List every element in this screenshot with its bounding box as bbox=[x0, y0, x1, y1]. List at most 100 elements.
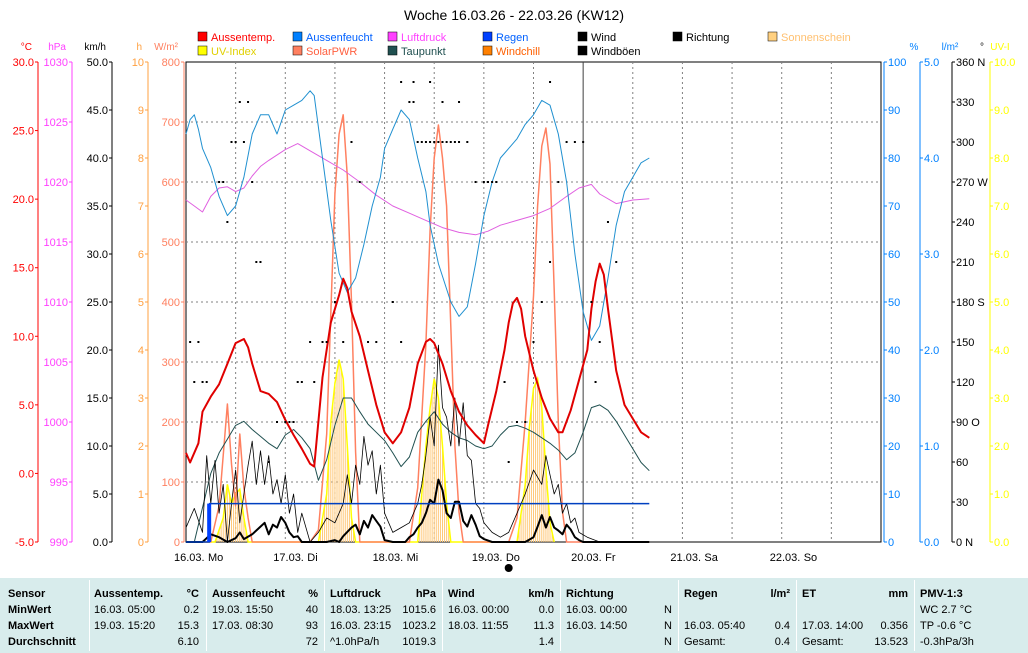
right-axis-tick-label: 3.0 bbox=[924, 249, 939, 261]
temperature-line bbox=[185, 262, 650, 468]
left-axis-tick-label: 1020 bbox=[44, 177, 68, 189]
wind-direction-dot bbox=[292, 421, 295, 423]
legend-label: Windböen bbox=[591, 46, 641, 58]
stats-pressure-min-value: 1015.6 bbox=[402, 604, 436, 616]
legend-label: Aussenfeucht bbox=[306, 32, 373, 44]
stats-humidity-max-time: 17.03. 08:30 bbox=[212, 620, 274, 632]
wind-direction-dot bbox=[296, 381, 299, 383]
stats-rain-max-value: 0.4 bbox=[774, 620, 790, 632]
stats-pmv-windchill: WC 2.7 °C bbox=[920, 604, 973, 616]
left-axis-tick-label: 30.0 bbox=[87, 249, 108, 261]
stats-sensor-header: Sensor bbox=[8, 588, 46, 600]
left-axis-unit: km/h bbox=[84, 42, 106, 53]
legend-swatch bbox=[197, 31, 208, 42]
wind-direction-dot bbox=[342, 341, 345, 343]
wind-direction-dot bbox=[429, 141, 432, 143]
wind-direction-dot bbox=[400, 81, 403, 83]
left-axis-tick-label: 995 bbox=[50, 477, 68, 489]
left-axis-tick-label: 20.0 bbox=[87, 345, 108, 357]
right-axis-tick-label: 0 bbox=[888, 537, 894, 549]
right-axis-tick-label: 0.0 bbox=[994, 537, 1009, 549]
wind-direction-dot bbox=[242, 141, 245, 143]
stats-wind-min-time: 16.03. 00:00 bbox=[448, 604, 510, 616]
stats-wind-min-value: 0.0 bbox=[538, 604, 554, 616]
left-axis-unit: hPa bbox=[48, 42, 66, 53]
wind-direction-dot bbox=[222, 181, 225, 183]
left-axis-unit: °C bbox=[21, 42, 32, 53]
x-tick-label-date: 20.03. bbox=[571, 552, 602, 564]
wind-direction-dot bbox=[540, 301, 543, 303]
left-axis-tick-label: 100 bbox=[162, 477, 180, 489]
legend-swatch bbox=[197, 45, 208, 56]
wind-direction-dot bbox=[466, 141, 469, 143]
right-axis-tick-label: 70 bbox=[888, 201, 900, 213]
stats-direction-max-time: 16.03. 14:50 bbox=[566, 620, 628, 632]
left-axis-tick-label: 10 bbox=[132, 57, 144, 69]
wind-direction-dot bbox=[288, 421, 291, 423]
right-axis-tick-label: 50 bbox=[888, 297, 900, 309]
legend-label: Luftdruck bbox=[401, 32, 447, 44]
x-tick-label-weekday: Di bbox=[307, 552, 317, 564]
wind-direction-dot bbox=[321, 341, 324, 343]
right-axis-tick-label: 40 bbox=[888, 345, 900, 357]
left-axis-tick-label: 25.0 bbox=[87, 297, 108, 309]
sunshine-bars bbox=[216, 359, 553, 542]
stats-pmv-dewpoint: TP -0.6 °C bbox=[920, 620, 972, 632]
stats-et-max-time: 17.03. 14:00 bbox=[802, 620, 864, 632]
right-axis-tick-label: 9.0 bbox=[994, 105, 1009, 117]
wind-direction-dot bbox=[615, 261, 618, 263]
left-axis-tick-label: 600 bbox=[162, 177, 180, 189]
right-axis-tick-label: 2.0 bbox=[924, 345, 939, 357]
stats-et-max-value: 0.356 bbox=[880, 620, 908, 632]
chart-title: Woche 16.03.26 - 22.03.26 (KW12) bbox=[404, 7, 624, 23]
wind-direction-dot bbox=[367, 341, 370, 343]
right-axis-tick-label: 3.0 bbox=[994, 393, 1009, 405]
legend-swatch bbox=[577, 31, 588, 42]
x-tick-label-weekday: Fr bbox=[605, 552, 616, 564]
x-tick-label-date: 22.03. bbox=[770, 552, 801, 564]
right-axis-tick-label: 7.0 bbox=[994, 201, 1009, 213]
stats-pressure-min-time: 18.03. 13:25 bbox=[330, 604, 392, 616]
series bbox=[185, 81, 650, 543]
left-axis-tick-label: 3 bbox=[138, 393, 144, 405]
wind-direction-dot bbox=[486, 181, 489, 183]
left-axis-tick-label: -5.0 bbox=[15, 537, 34, 549]
x-tick-label-weekday: Do bbox=[506, 552, 520, 564]
wind-direction-dot bbox=[590, 301, 593, 303]
dewpoint-line bbox=[186, 397, 650, 543]
left-axis-tick-label: 8 bbox=[138, 153, 144, 165]
legend-label: SolarPWR bbox=[306, 46, 357, 58]
legend-label: Aussentemp. bbox=[211, 32, 275, 44]
wind-direction-dot bbox=[412, 81, 415, 83]
wind-direction-dot bbox=[441, 101, 444, 103]
x-tick-label-weekday: Mo bbox=[208, 552, 223, 564]
wind-direction-dot bbox=[458, 101, 461, 103]
wind-direction-dot bbox=[424, 141, 427, 143]
stats-et-total-value: 13.523 bbox=[874, 636, 908, 648]
wind-direction-dot bbox=[503, 381, 506, 383]
legend-swatch bbox=[672, 31, 683, 42]
wind-direction-dot bbox=[598, 341, 601, 343]
left-axis-tick-label: 0 bbox=[174, 537, 180, 549]
x-tick-label-date: 16.03. bbox=[174, 552, 205, 564]
right-axis-unit: ° bbox=[980, 42, 984, 53]
stats-rain-total-value: 0.4 bbox=[774, 636, 790, 648]
legend-swatch bbox=[387, 31, 398, 42]
wind-direction-dot bbox=[416, 141, 419, 143]
x-tick-label-date: 18.03. bbox=[373, 552, 404, 564]
wind-direction-dot bbox=[594, 381, 597, 383]
legend-label: UV-Index bbox=[211, 46, 257, 58]
left-axis-tick-label: 35.0 bbox=[87, 201, 108, 213]
left-axis-tick-label: 1005 bbox=[44, 357, 68, 369]
wind-direction-dot bbox=[549, 261, 552, 263]
chart-svg: Woche 16.03.26 - 22.03.26 (KW12) Aussent… bbox=[13, 7, 1015, 572]
left-axis-tick-label: 0.0 bbox=[93, 537, 108, 549]
stats-direction-max-value: N bbox=[664, 620, 672, 632]
right-axis-tick-label: 20 bbox=[888, 441, 900, 453]
right-axis-tick-label: 150 bbox=[956, 337, 974, 349]
left-axis-tick-label: 20.0 bbox=[13, 194, 34, 206]
right-axis-tick-label: 100 bbox=[888, 57, 906, 69]
stats-et-unit: mm bbox=[888, 588, 908, 600]
right-axis-tick-label: 180 S bbox=[956, 297, 985, 309]
legend-swatch bbox=[387, 45, 398, 56]
